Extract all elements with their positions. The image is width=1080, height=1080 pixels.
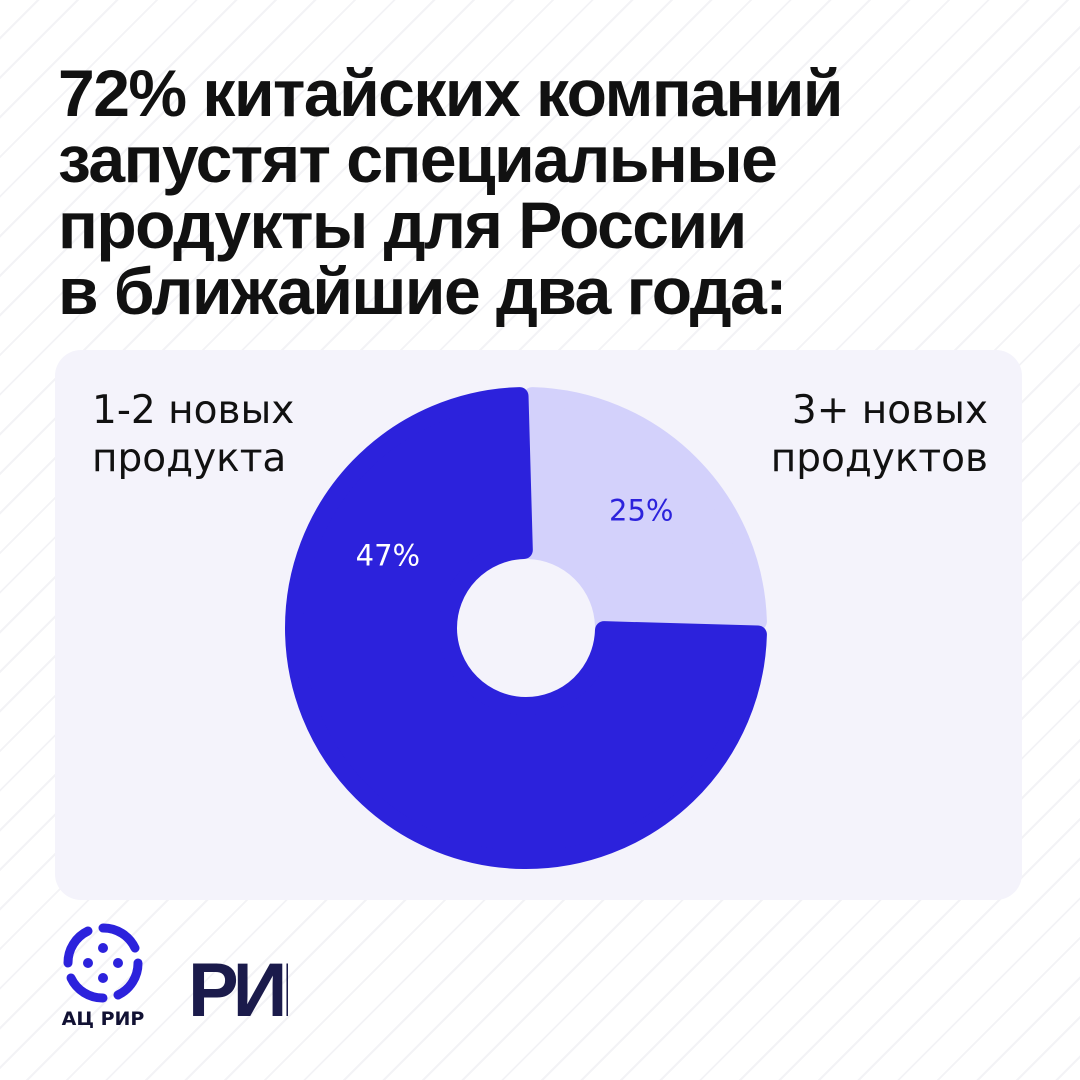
donut-value-label-2: 25%	[609, 494, 673, 528]
legend-label-left: 1-2 новых продукта	[92, 387, 294, 483]
donut-labels: 25% 47%	[356, 494, 674, 573]
headline-line-4: в ближайшие два года:	[58, 254, 787, 328]
rir-brand-logo: РИР	[188, 948, 288, 1033]
donut-slices	[285, 387, 767, 869]
headline: 72% китайских компаний запустят специаль…	[58, 60, 1018, 324]
rir-brand-wordmark: РИР	[188, 948, 288, 1033]
headline-line-2: запустят специальные	[58, 122, 778, 196]
donut-slice-1	[285, 387, 767, 869]
donut-value-label-1: 47%	[356, 539, 420, 573]
legend-label-right-line-2: продуктов	[770, 436, 988, 481]
acc-rir-caption: АЦ РИР	[61, 1008, 145, 1030]
legend-label-left-line-1: 1-2 новых	[92, 388, 295, 433]
legend-label-right-line-1: 3+ новых	[791, 388, 988, 433]
donut-slice-2	[519, 387, 767, 635]
headline-line-3: продукты для России	[58, 188, 747, 262]
legend-label-left-line-2: продукта	[92, 436, 287, 481]
headline-line-1: 72% китайских компаний	[58, 56, 844, 130]
acc-rir-logo: АЦ РИР	[58, 918, 148, 1038]
legend-label-right: 3+ новых продуктов	[771, 387, 988, 483]
acc-rir-emblem-icon	[63, 923, 143, 1003]
